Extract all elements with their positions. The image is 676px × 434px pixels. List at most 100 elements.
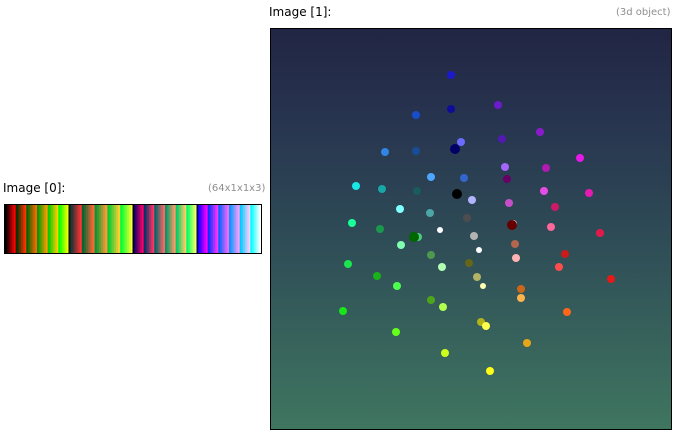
point-marker — [373, 272, 381, 280]
strip-stripe — [115, 205, 119, 253]
point-marker — [563, 308, 571, 316]
strip-stripe — [122, 205, 126, 253]
strip-stripe — [248, 205, 251, 253]
strip-stripe — [159, 205, 163, 253]
point-marker — [540, 187, 548, 195]
strip-stripe — [120, 205, 123, 253]
strip-stripe — [98, 205, 102, 253]
strip-stripe — [44, 205, 47, 253]
strip-stripe — [143, 205, 147, 253]
point-marker — [517, 285, 525, 293]
strip-stripe — [118, 205, 121, 253]
strip-stripe — [107, 205, 111, 253]
point-marker — [352, 182, 360, 190]
strip-stripe — [170, 205, 173, 253]
point-marker — [470, 232, 478, 240]
strip-stripe — [15, 205, 19, 253]
strip-stripe — [81, 205, 85, 253]
strip-stripe — [124, 205, 128, 253]
image0-color-strip[interactable] — [4, 204, 262, 254]
strip-stripe — [246, 205, 250, 253]
strip-stripe — [90, 205, 94, 253]
strip-stripe — [165, 205, 168, 253]
strip-stripe — [163, 205, 166, 253]
strip-stripe — [105, 205, 108, 253]
point-marker — [412, 111, 420, 119]
image1-3d-view[interactable] — [270, 28, 672, 430]
strip-stripe — [236, 205, 239, 253]
strip-stripe — [220, 205, 223, 253]
strip-stripe — [136, 205, 139, 253]
point-marker — [441, 349, 449, 357]
strip-stripe — [126, 205, 130, 253]
strip-stripe — [237, 205, 241, 253]
strip-stripe — [92, 205, 96, 253]
point-marker — [427, 296, 435, 304]
point-marker — [507, 220, 517, 230]
point-marker — [501, 163, 509, 171]
strip-stripe — [204, 205, 207, 253]
point-marker — [426, 209, 434, 217]
strip-stripe — [12, 205, 15, 253]
strip-stripe — [156, 205, 159, 253]
strip-stripe — [47, 205, 51, 253]
strip-stripe — [257, 205, 260, 253]
strip-stripe — [245, 205, 248, 253]
point-marker — [393, 282, 401, 290]
strip-stripe — [40, 205, 43, 253]
point-marker — [447, 105, 455, 113]
point-marker — [348, 219, 356, 227]
strip-stripe — [130, 205, 134, 253]
strip-stripe — [157, 205, 161, 253]
strip-stripe — [202, 205, 205, 253]
strip-stripe — [181, 205, 184, 253]
point-marker — [607, 275, 615, 283]
strip-stripe — [35, 205, 38, 253]
point-marker — [480, 283, 486, 289]
point-marker — [460, 174, 468, 182]
strip-stripe — [216, 205, 219, 253]
strip-stripe — [22, 205, 26, 253]
strip-stripe — [19, 205, 22, 253]
point-marker — [438, 263, 446, 271]
strip-stripe — [154, 205, 157, 253]
image1-points-canvas — [339, 71, 615, 375]
strip-stripe — [26, 205, 29, 253]
strip-stripe — [241, 205, 244, 253]
image1-dims: (3d object) — [616, 7, 671, 18]
strip-stripe — [13, 205, 17, 253]
point-marker — [437, 227, 443, 233]
strip-stripe — [21, 205, 24, 253]
strip-stripe — [197, 205, 200, 253]
point-marker — [465, 259, 473, 267]
strip-stripe — [177, 205, 180, 253]
strip-stripe — [86, 205, 89, 253]
strip-stripe — [29, 205, 33, 253]
strip-stripe — [79, 205, 83, 253]
strip-stripe — [221, 205, 225, 253]
strip-stripe — [209, 205, 212, 253]
strip-stripe — [205, 205, 209, 253]
strip-stripe — [150, 205, 154, 253]
strip-stripe — [10, 205, 13, 253]
strip-stripe — [193, 205, 196, 253]
strip-stripe — [218, 205, 221, 253]
strip-stripe — [250, 205, 253, 253]
point-marker — [457, 138, 465, 146]
point-marker — [498, 135, 506, 143]
strip-stripe — [207, 205, 211, 253]
point-marker — [596, 229, 604, 237]
image0-label: Image [0]: — [3, 181, 66, 195]
point-marker — [473, 273, 481, 281]
strip-stripe — [109, 205, 113, 253]
strip-stripe — [200, 205, 203, 253]
strip-stripe — [24, 205, 27, 253]
strip-stripe — [111, 205, 115, 253]
strip-stripe — [128, 205, 132, 253]
image0-strip-canvas — [5, 205, 261, 253]
point-marker — [376, 225, 384, 233]
point-marker — [555, 263, 563, 271]
strip-stripe — [255, 205, 259, 253]
strip-stripe — [37, 205, 40, 253]
strip-stripe — [213, 205, 216, 253]
